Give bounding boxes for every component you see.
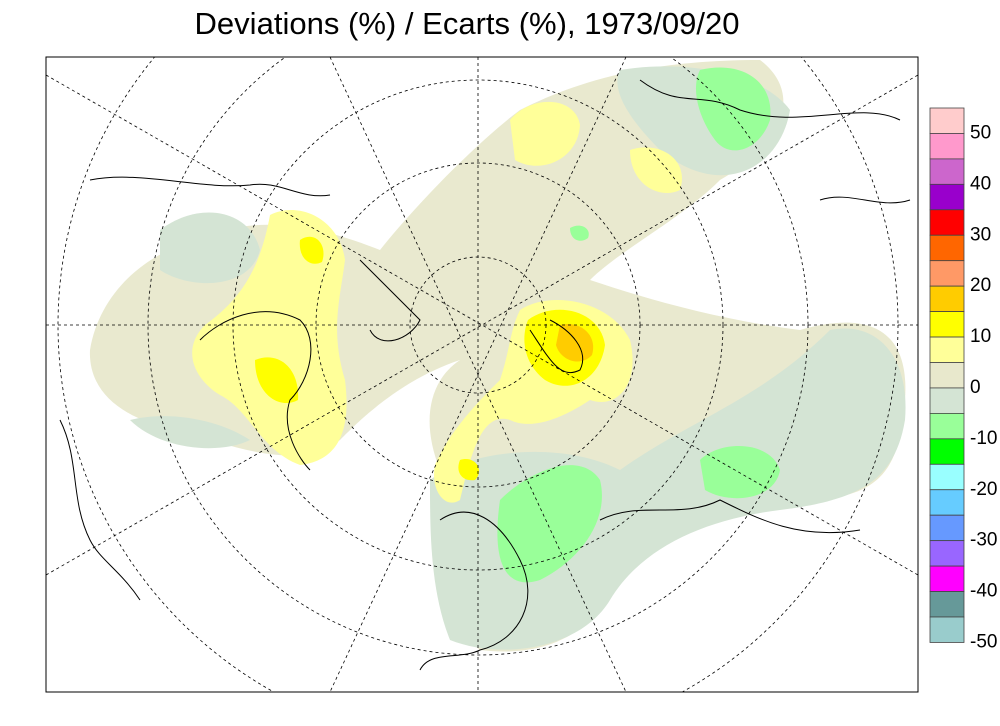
colorbar-label: 10 [970,326,991,347]
map [46,57,918,692]
colorbar-swatch [929,209,965,236]
colorbar-swatch [929,616,965,643]
colorbar-swatch [929,514,965,542]
colorbar-swatch [929,183,965,211]
coastlines [59,79,911,671]
colorbar-swatch [929,234,965,262]
graticule [46,57,918,692]
colorbar-swatch [929,107,965,134]
colorbar-label: -20 [970,479,997,500]
colorbar-label: 30 [970,224,991,245]
colorbar-swatch [929,438,965,465]
colorbar-label: 20 [970,275,991,296]
colorbar-swatch [929,158,965,185]
colorbar-label: 0 [970,377,981,398]
colorbar-swatch [929,540,965,567]
colorbar-label: 40 [970,173,991,194]
colorbar-swatch [929,285,965,312]
colorbar-swatch [929,133,965,160]
colorbar-swatch [929,591,965,618]
colorbar-label: -50 [970,631,997,652]
colorbar-swatch [929,311,965,338]
colorbar-swatch [929,336,965,363]
colorbar-swatch [929,565,965,592]
orange-core [556,324,594,362]
colorbar-swatch [929,489,965,516]
colorbar: 50 40 30 20 10 0 -10 -20 -30 -40 -50 [929,107,997,652]
colorbar-swatch [929,463,965,491]
colorbar-swatch [929,412,965,440]
colorbar-label: -30 [970,530,997,551]
colorbar-label: 50 [970,122,991,143]
colorbar-label: -40 [970,581,997,602]
map-frame [45,56,919,693]
colorbar-swatch [929,260,965,287]
green-field [497,67,780,583]
colorbar-label: -10 [970,428,997,449]
colorbar-swatch [929,387,965,414]
colorbar-swatch [929,362,965,389]
title: Deviations (%) / Ecarts (%), 1973/09/20 [195,6,740,41]
